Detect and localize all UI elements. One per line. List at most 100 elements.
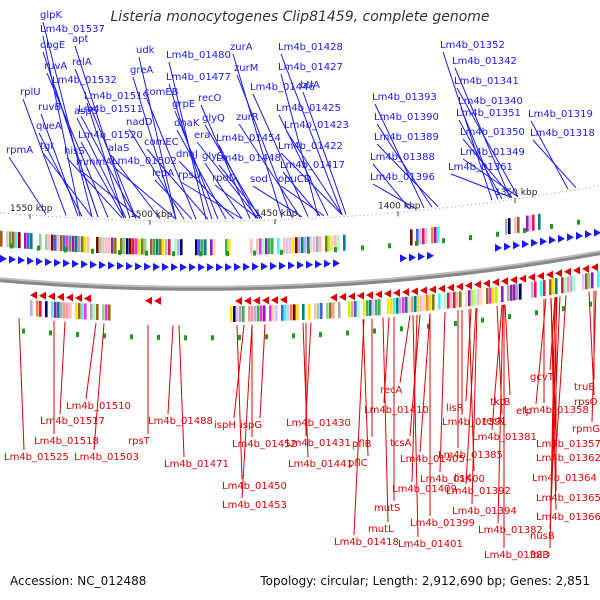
forward-gene-label: sod [250,174,268,185]
reverse-gene-label: tktB [490,397,511,408]
forward-cog-band [204,239,207,256]
forward-gene-label: grpE [172,99,195,110]
forward-cog-band [72,235,75,252]
forward-cog-band [129,238,132,255]
marker-mark [508,314,511,320]
forward-gene-label: Lm4b_01532 [52,75,117,86]
forward-gene-arrow [135,262,142,271]
reverse-cog-band [534,281,537,298]
forward-cog-band [102,237,105,254]
reverse-gene-leader [18,318,25,451]
forward-cog-band [325,235,328,252]
forward-gene-leader [114,167,177,220]
reverse-cog-band [54,301,57,318]
reverse-gene-label: Lm4b_01418 [334,537,399,548]
forward-gene-arrow [585,230,592,239]
reverse-cog-band [296,304,299,321]
forward-cog-band [262,238,265,255]
marker-mark [373,328,376,334]
reverse-cog-band [75,303,78,319]
forward-gene-arrow [513,241,520,250]
reverse-gene-arrow [456,282,463,291]
forward-gene-leader [204,162,243,220]
reverse-gene-leader [85,322,97,400]
forward-cog-band [298,237,301,254]
reverse-gene-leader [497,304,504,524]
reverse-gene-arrow [573,266,580,275]
forward-gene-label: comEB [144,87,179,98]
forward-gene-label: tgt [40,141,54,152]
reverse-gene-arrow [537,271,544,280]
reverse-gene-leader [491,304,503,431]
marker-mark [361,245,364,251]
reverse-gene-arrow [528,273,535,282]
forward-gene-leader [232,53,283,218]
reverse-cog-band [438,293,441,310]
forward-gene-leader [218,144,257,219]
forward-gene-label: Lm4b_01477 [166,72,231,83]
forward-cog-band [437,226,440,243]
reverse-cog-band [582,273,585,290]
marker-mark [172,251,175,257]
forward-gene-arrow [180,263,187,272]
reverse-cog-band [489,287,492,304]
forward-gene-leader [372,183,417,210]
scale-tick-label: 1400 kbp [378,201,421,211]
reverse-cog-band [555,278,558,295]
forward-cog-band [313,236,316,253]
reverse-gene-label: Lm4b_01364 [532,473,597,484]
reverse-gene-arrow [375,290,382,299]
forward-gene-leader [236,74,293,218]
reverse-cog-band [348,301,351,318]
forward-gene-arrow [72,259,79,268]
reverse-gene-leader [555,295,567,452]
reverse-gene-label: Lm4b_01400 [420,474,485,485]
reverse-gene-leader [591,290,597,423]
forward-cog-band [51,234,54,251]
reverse-gene-leader [504,304,511,396]
reverse-cog-band [390,298,393,315]
forward-gene-label: nadD [126,117,153,128]
forward-gene-label: dnaJ [176,149,198,160]
forward-gene-label: Lm4b_01389 [374,132,439,143]
forward-cog-band [271,238,274,255]
reverse-gene-label: Lm4b_01362 [536,453,600,464]
marker-mark [562,306,565,312]
reverse-cog-band [519,283,522,300]
marker-mark [238,334,241,340]
forward-cog-band [256,238,259,255]
marker-mark [523,228,526,233]
reverse-cog-band [573,275,576,292]
reverse-cog-band [308,303,311,320]
accession-label: Accession: NC_012488 [10,574,147,588]
marker-mark [211,335,214,341]
forward-cog-band [307,236,310,253]
reverse-cog-band [417,295,420,312]
reverse-cog-band [242,305,245,322]
reverse-gene-leader [412,315,419,538]
forward-gene-arrow [81,260,88,269]
reverse-gene-label: Lm4b_01394 [452,506,517,517]
reverse-cog-band [60,302,63,319]
forward-gene-label: relA [72,57,92,68]
forward-cog-band [514,217,517,234]
forward-cog-band [425,227,428,244]
reverse-gene-arrow [154,296,161,305]
marker-mark [91,248,94,254]
forward-gene-arrow [427,251,434,260]
forward-gene-leader [376,123,433,208]
forward-gene-leader [280,53,343,215]
reverse-gene-leader [399,315,411,384]
forward-gene-label: Lm4b_01350 [460,127,525,138]
forward-cog-band [24,232,27,249]
reverse-gene-label: Lm4b_01405 [400,454,465,465]
reverse-gene-arrow [582,264,589,273]
forward-cog-band [526,215,529,232]
forward-cog-band [84,236,87,253]
reverse-gene-arrow [75,293,82,302]
reverse-cog-band [567,276,570,293]
reverse-cog-band [561,277,564,294]
reverse-cog-band [260,305,263,322]
reverse-cog-band [51,301,54,318]
